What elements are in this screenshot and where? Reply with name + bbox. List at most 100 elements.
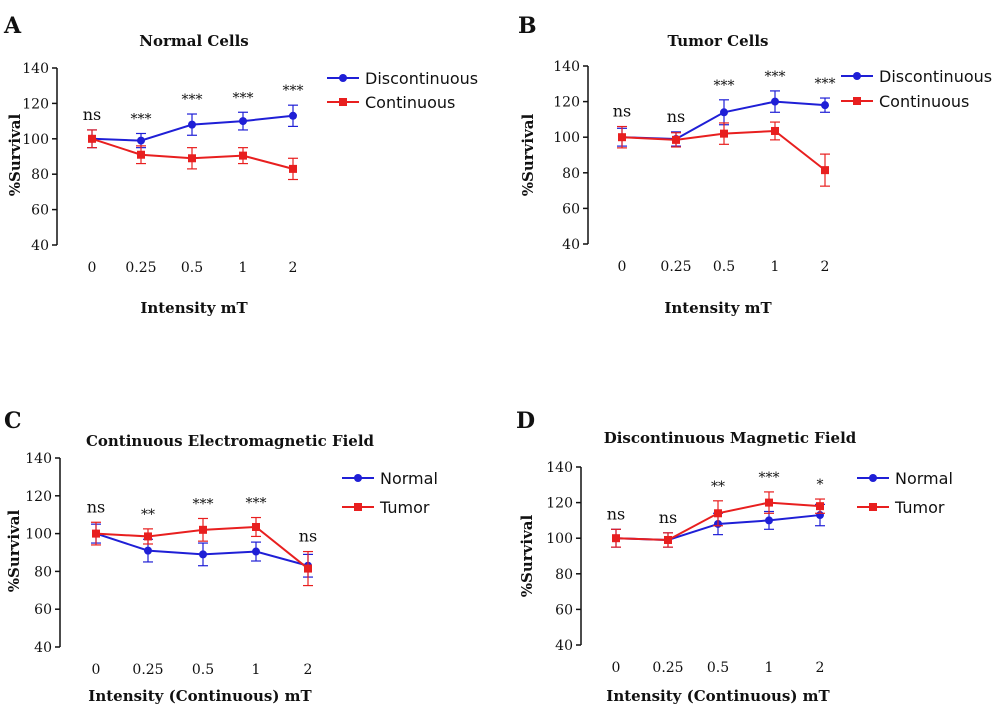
legend-marker [869,474,877,482]
legend-label: Normal [380,469,438,488]
data-point [144,546,152,555]
panel-a-plot: ns *** *** *** *** [83,83,304,181]
y-tick-label: 60 [562,201,580,217]
y-tick-label: 120 [546,496,573,512]
legend-marker [339,98,347,106]
panel-b-axes: 40 60 80 100 120 140 0 0.25 0.5 1 2 [553,59,829,275]
legend-marker [339,74,347,82]
series-line [95,532,309,567]
data-point [144,532,152,541]
legend-marker [853,97,861,105]
data-point [672,135,680,144]
data-point [137,150,145,159]
x-tick-label: 2 [821,259,830,275]
x-tick-label: 0 [618,259,627,275]
panel-d-x-axis-title: Intensity (Continuous) mT [606,687,830,705]
panel-a-axes: 40 60 80 100 120 140 0 0.25 0.5 1 2 [22,61,297,276]
panel-a: A Normal Cells Intensity mT %Survival 40… [3,13,478,317]
panel-c: C Continuous Electromagnetic Field Inten… [4,408,438,705]
data-point [821,166,829,175]
data-point [199,550,207,559]
significance-label: ns [607,504,626,523]
y-tick-label: 100 [25,527,52,543]
data-point [188,154,196,163]
y-tick-label: 40 [34,640,52,656]
x-tick-label: 1 [252,662,261,678]
data-point [289,164,297,173]
significance-label: *** [233,90,254,106]
x-tick-label: 1 [765,660,774,676]
y-tick-label: 140 [553,59,580,75]
y-tick-label: 40 [31,238,49,254]
panel-a-y-axis-title: %Survival [6,113,24,196]
y-tick-label: 140 [546,460,573,476]
legend-label: Continuous [365,93,455,112]
y-tick-label: 120 [553,95,580,111]
y-tick-label: 60 [31,203,49,219]
x-tick-label: 0 [612,660,621,676]
data-point [720,108,728,117]
significance-label: *** [283,83,304,99]
legend-label: Discontinuous [365,69,478,88]
significance-label: ns [87,497,106,516]
x-tick-label: 0.25 [652,660,683,676]
series-continuous [617,121,830,187]
significance-label: *** [765,69,786,85]
y-tick-label: 80 [555,567,573,583]
series-continuous [87,129,298,181]
data-point [88,134,96,143]
data-point [252,522,260,531]
significance-label: *** [246,496,267,512]
significance-label: ns [659,508,678,527]
legend-label: Tumor [894,498,945,517]
x-tick-label: 0.5 [713,259,735,275]
significance-label: ns [667,107,686,126]
data-point [239,151,247,160]
x-tick-label: 2 [289,260,298,276]
legend-label: Continuous [879,92,969,111]
significance-label: ** [141,507,155,523]
y-tick-label: 140 [22,61,49,77]
y-tick-label: 120 [25,489,52,505]
significance-label: *** [182,92,203,108]
significance-label: ns [299,527,318,546]
panel-d-axes: 40 60 80 100 120 140 0 0.25 0.5 1 2 [546,460,824,676]
data-point [304,564,312,573]
significance-label: ** [711,479,725,495]
data-point [816,502,824,511]
series-tumor [91,516,313,587]
data-point [714,509,722,518]
legend-marker [354,503,362,511]
panel-c-y-axis-title: %Survival [5,509,23,592]
panel-c-plot: ns ***** ***ns [87,496,318,587]
significance-label: *** [815,76,836,92]
data-point [771,97,779,106]
panel-a-legend: Discontinuous Continuous [327,69,478,112]
significance-label: *** [193,496,214,512]
panel-c-letter: C [4,408,22,434]
panel-c-legend: Normal Tumor [342,469,438,517]
y-tick-label: 100 [22,132,49,148]
x-tick-label: 1 [239,260,248,276]
data-point [765,498,773,507]
series-tumor [611,491,825,548]
data-point [765,516,773,525]
panel-d-letter: D [516,408,535,434]
panel-c-axes: 40 60 80 100 120 140 0 0.25 0.5 1 2 [25,451,312,678]
y-tick-label: 80 [562,166,580,182]
data-point [612,534,620,543]
data-point [92,529,100,538]
significance-label: *** [131,111,152,127]
panel-b-x-axis-title: Intensity mT [664,299,772,317]
legend-label: Normal [895,469,953,488]
x-tick-label: 0.5 [707,660,729,676]
panel-b-title: Tumor Cells [667,32,768,50]
x-tick-label: 0 [88,260,97,276]
y-tick-label: 100 [553,130,580,146]
series-discontinuous [87,104,298,149]
panel-d-y-axis-title: %Survival [518,514,536,597]
y-tick-label: 60 [555,602,573,618]
panel-b: B Tumor Cells Intensity mT %Survival 40 6… [518,13,992,317]
panel-a-title: Normal Cells [139,32,248,50]
